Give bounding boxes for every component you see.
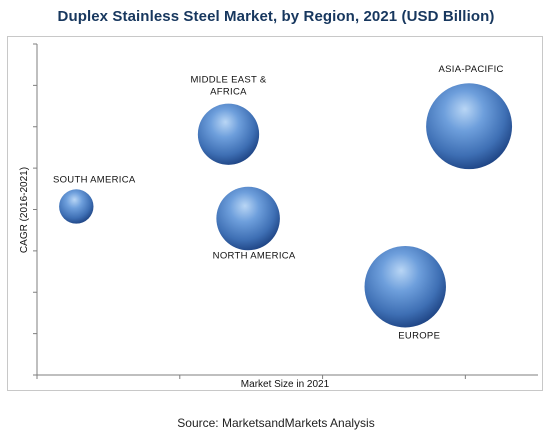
bubble-south-america [59,189,94,224]
axes [33,43,538,379]
y-axis-label: CAGR (2016-2021) [19,167,30,253]
source-note: Source: MarketsandMarkets Analysis [177,416,375,430]
bubble-label-south-america: SOUTH AMERICA [53,174,136,185]
x-axis-label: Market Size in 2021 [241,379,330,390]
bubble-label-middle-east-africa: MIDDLE EAST & AFRICA [190,74,266,97]
bubble-label-asia-pacific: ASIA-PACIFIC [438,64,503,75]
bubble-asia-pacific [426,83,513,170]
chart-frame [7,36,543,391]
chart-title: Duplex Stainless Steel Market, by Region… [57,8,495,25]
bubble-middle-east-africa [197,103,260,165]
bubble-europe [364,246,446,328]
bubble-labels: SOUTH AMERICA MIDDLE EAST & AFRICA NORTH AM… [53,64,503,342]
bubble-label-europe: EUROPE [398,331,440,342]
bubbles [59,83,513,328]
bubble-label-north-america: NORTH AMERICA [213,251,296,262]
bubble-north-america [216,186,280,251]
